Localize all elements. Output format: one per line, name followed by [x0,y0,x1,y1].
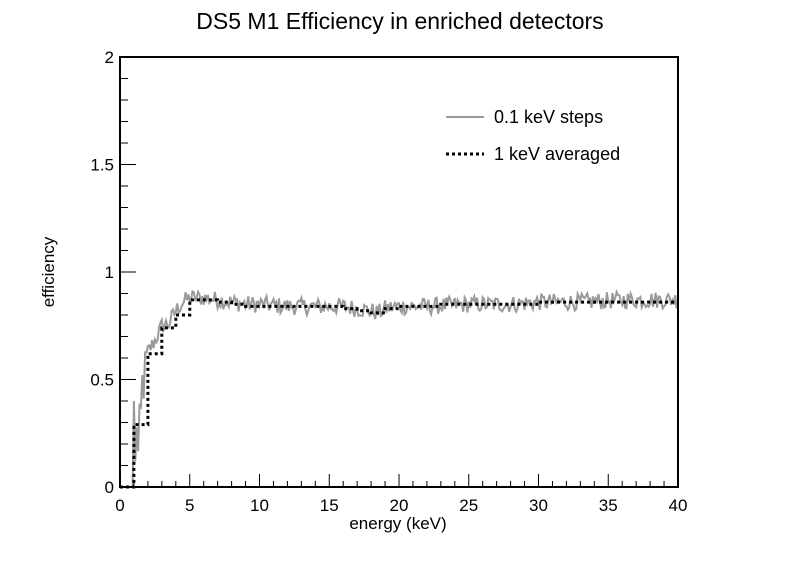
series-1kev-averaged-line [120,298,678,489]
y-tick-label: 0 [105,478,114,497]
chart-title: DS5 M1 Efficiency in enriched detectors [196,8,603,34]
legend-label-steps: 0.1 keV steps [494,107,603,127]
x-axis: 0 5 10 15 20 25 30 35 40 [115,474,687,515]
y-tick-label: 0.5 [90,371,114,390]
y-axis: 0 0.5 1 1.5 2 [90,48,136,497]
x-tick-label: 30 [529,496,548,515]
y-tick-label: 1.5 [90,156,114,175]
y-tick-label: 2 [105,48,114,67]
x-tick-label: 15 [320,496,339,515]
x-tick-label: 35 [599,496,618,515]
series-0.1kev-steps-line [120,288,679,488]
x-tick-label: 25 [459,496,478,515]
plot-area [120,288,679,489]
x-tick-label: 10 [250,496,269,515]
x-tick-label: 40 [669,496,688,515]
legend-label-averaged: 1 keV averaged [494,144,620,164]
x-tick-label: 20 [390,496,409,515]
x-axis-label: energy (keV) [349,514,446,533]
y-tick-label: 1 [105,263,114,282]
x-tick-label: 5 [185,496,194,515]
series-layer [120,288,679,489]
legend: 0.1 keV steps 1 keV averaged [446,107,620,164]
x-tick-label: 0 [115,496,124,515]
y-axis-label: efficiency [39,236,58,307]
